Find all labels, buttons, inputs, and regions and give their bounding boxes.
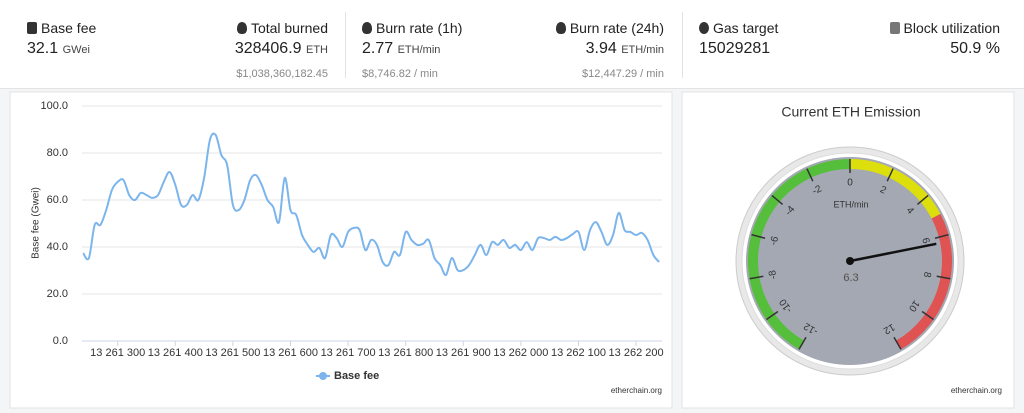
icon <box>236 22 247 34</box>
gauge-unit: ETH/min <box>833 199 868 209</box>
x-tick-label: 13 261 700 <box>321 347 376 359</box>
gauge-tick <box>916 194 929 206</box>
y-tick-label: 60.0 <box>47 194 68 206</box>
gauge-tick-label: -8 <box>767 269 779 280</box>
x-tick-label: 13 261 900 <box>436 347 491 359</box>
stat-unit: GWei <box>62 44 90 56</box>
x-tick-label: 13 261 400 <box>148 347 203 359</box>
stat-label: Burn rate (24h) <box>569 20 664 36</box>
stat-label: Base fee <box>41 20 97 36</box>
stat-label: Block utilization <box>903 20 1001 36</box>
line <box>82 132 660 276</box>
stat-unit: ETH/min <box>621 44 664 56</box>
y-tick-label: 20.0 <box>47 288 68 300</box>
y-tick-label: 0.0 <box>53 335 68 347</box>
stat: Block utilization 50.9 % <box>889 20 1001 58</box>
stat-label: Gas target <box>713 20 779 36</box>
icon <box>889 22 900 34</box>
x-tick-label: 13 262 200 <box>609 347 664 359</box>
stat-label: Total burned <box>250 20 328 36</box>
gauge-tick <box>886 168 894 182</box>
gauge-tick <box>921 310 934 321</box>
stat-value: 2.77 <box>362 40 394 57</box>
gauge-tick-label: 4 <box>904 205 916 217</box>
gauge-pivot <box>846 257 854 265</box>
gauge-tick-label: 0 <box>847 178 853 189</box>
gauge-tick <box>934 233 949 239</box>
stat-unit: ETH <box>306 44 328 56</box>
legend-marker <box>319 372 327 380</box>
icon <box>555 22 566 34</box>
gauge-tick <box>936 275 951 280</box>
gauge-value: 6.3 <box>843 272 858 284</box>
gauge-tick-label: 8 <box>921 271 933 279</box>
x-tick-label: 13 262 000 <box>493 347 548 359</box>
gauge-band <box>849 159 941 219</box>
icon <box>362 22 372 34</box>
y-axis-title: Base fee (Gwei) <box>31 187 42 259</box>
stat-usd: $1,038,360,182.45 <box>236 68 328 80</box>
stat: Total burned 328406.9 ETH $1,038,360,182… <box>235 20 328 80</box>
gauge-tick <box>893 336 902 350</box>
stat-value: 328406.9 <box>234 40 302 57</box>
x-tick-label: 13 261 800 <box>378 347 433 359</box>
stat-unit: ETH/min <box>397 44 441 56</box>
stat: Burn rate (24h) 3.94 ETH/min $12,447.29 … <box>555 20 664 80</box>
y-tick-label: 40.0 <box>47 241 68 253</box>
gauge-title: Current ETH Emission <box>781 104 920 120</box>
x-tick-label: 13 262 100 <box>551 347 606 359</box>
separator <box>345 12 346 78</box>
icon <box>699 22 709 34</box>
gauge-band <box>895 213 952 350</box>
stat-usd: $8,746.82 / min <box>362 68 438 80</box>
gauge-tick-label: 12 <box>881 321 897 336</box>
line-card <box>9 91 673 409</box>
gauge-tick <box>806 168 814 182</box>
gauge-tick <box>749 275 764 280</box>
gauge-tick <box>771 194 784 206</box>
y-tick-label: 80.0 <box>47 147 68 159</box>
stat-label: Burn rate (1h) <box>376 20 463 36</box>
gauge-tick-label: 6 <box>919 237 931 246</box>
stat-usd: $12,447.29 / min <box>582 68 664 80</box>
icon <box>27 22 37 34</box>
stat: Gas target 15029281 <box>699 20 778 58</box>
credit: etherchain.org <box>951 386 1002 395</box>
stat-value: 50.9 % <box>950 40 1000 57</box>
stats-bar: Base fee 32.1 GWei Total burned 328406.9… <box>0 0 1024 89</box>
gauge-tick-label: 2 <box>878 184 888 197</box>
stat-value: 32.1 <box>27 40 59 57</box>
y-tick-label: 100.0 <box>40 100 68 112</box>
stat: Burn rate (1h) 2.77 ETH/min $8,746.82 / … <box>362 20 462 80</box>
x-tick-label: 13 261 500 <box>205 347 260 359</box>
gauge-tick <box>798 336 807 350</box>
credit: etherchain.org <box>611 386 662 395</box>
stat-value: 3.94 <box>585 40 617 57</box>
x-tick-label: 13 261 300 <box>90 347 145 359</box>
gauge-needle <box>849 242 937 263</box>
x-tick-label: 13 261 600 <box>263 347 318 359</box>
gauge-tick-label: -6 <box>768 235 781 247</box>
gauge-tick <box>766 310 779 321</box>
gauge-tick <box>751 233 766 239</box>
legend-label: Base fee <box>334 370 379 382</box>
separator <box>682 12 683 78</box>
stat: Base fee 32.1 GWei <box>27 20 96 58</box>
stat-value: 15029281 <box>699 40 771 57</box>
